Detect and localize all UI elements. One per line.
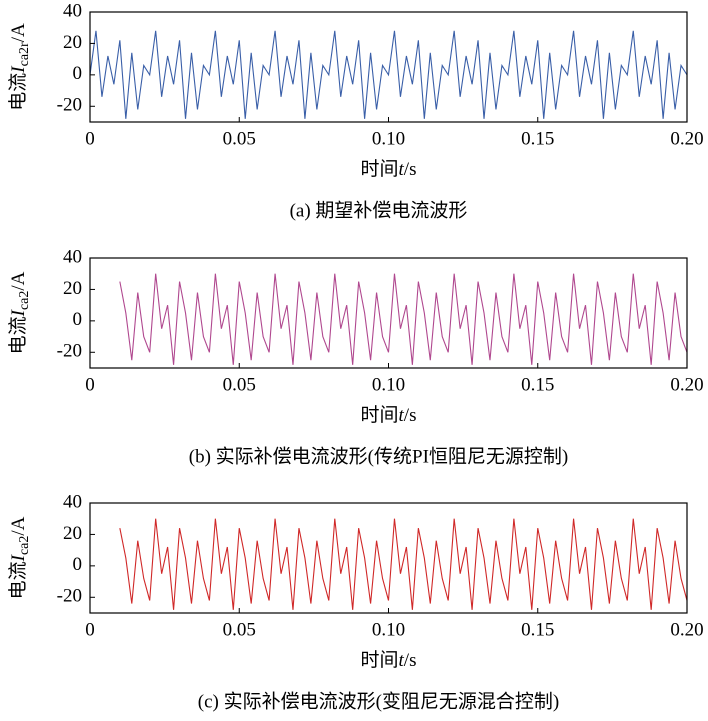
caption: (a) 期望补偿电流波形 xyxy=(290,199,468,221)
x-label-prefix: 时间 xyxy=(361,649,399,671)
x-tick-label: 0.15 xyxy=(521,619,554,640)
y-tick-label: 40 xyxy=(63,0,82,21)
caption: (b) 实际补偿电流波形(传统PI恒阻尼无源控制) xyxy=(189,445,568,467)
x-axis-label: 时间t/s xyxy=(361,649,417,671)
x-tick-label: 0.15 xyxy=(521,128,554,149)
x-tick-label: 0.20 xyxy=(670,619,703,640)
y-tick-label: 0 xyxy=(73,63,83,84)
x-tick-label: 0.20 xyxy=(670,128,703,149)
x-axis-label: 时间t/s xyxy=(361,158,417,180)
y-tick-label: -20 xyxy=(57,95,82,116)
x-label-symbol: t xyxy=(399,650,405,671)
y-tick-label: 0 xyxy=(73,554,83,575)
x-tick-label: 0.15 xyxy=(521,374,554,395)
x-axis-label: 时间t/s xyxy=(361,404,417,426)
y-label-prefix: 电流 xyxy=(7,316,29,354)
x-tick-label: 0 xyxy=(85,128,95,149)
y-tick-label: 20 xyxy=(63,523,82,544)
y-axis-label: 电流Ica2/A xyxy=(7,271,32,354)
x-tick-label: 0.05 xyxy=(223,128,256,149)
x-label-symbol: t xyxy=(399,405,405,426)
plot-frame xyxy=(89,11,688,123)
y-label-suffix: /A xyxy=(8,23,29,42)
x-tick-label: 0 xyxy=(85,374,95,395)
waveform xyxy=(119,518,688,610)
waveform xyxy=(119,273,688,365)
y-tick-label: 40 xyxy=(63,246,82,267)
x-tick-label: 0 xyxy=(85,619,95,640)
y-label-subscript: ca2 xyxy=(17,291,32,310)
y-label-prefix: 电流 xyxy=(7,73,29,111)
x-label-suffix: /s xyxy=(404,405,417,426)
y-label-subscript: ca2 xyxy=(17,536,32,555)
caption: (c) 实际补偿电流波形(变阻尼无源混合控制) xyxy=(198,690,560,712)
x-tick-label: 0.10 xyxy=(372,374,405,395)
y-label-suffix: /A xyxy=(8,516,29,535)
y-tick-label: 20 xyxy=(63,278,82,299)
x-tick-label: 0.05 xyxy=(223,619,256,640)
waveform xyxy=(89,30,688,119)
y-label-subscript: ca2r xyxy=(17,42,32,66)
y-label-prefix: 电流 xyxy=(7,561,29,599)
y-label-symbol: I xyxy=(8,553,29,562)
x-label-suffix: /s xyxy=(404,159,417,180)
y-label-suffix: /A xyxy=(8,271,29,290)
y-tick-label: 20 xyxy=(63,32,82,53)
x-label-suffix: /s xyxy=(404,650,417,671)
x-tick-label: 0.05 xyxy=(223,374,256,395)
x-tick-label: 0.10 xyxy=(372,619,405,640)
x-tick-label: 0.10 xyxy=(372,128,405,149)
x-tick-label: 0.20 xyxy=(670,374,703,395)
y-label-symbol: I xyxy=(8,308,29,317)
y-axis-label: 电流Ica2/A xyxy=(7,516,32,599)
y-tick-label: -20 xyxy=(57,341,82,362)
x-label-prefix: 时间 xyxy=(361,404,399,426)
y-tick-label: 40 xyxy=(63,491,82,512)
y-label-symbol: I xyxy=(8,65,29,74)
y-tick-label: -20 xyxy=(57,586,82,607)
y-axis-label: 电流Ica2r/A xyxy=(7,23,32,111)
x-label-prefix: 时间 xyxy=(361,158,399,180)
y-tick-label: 0 xyxy=(73,309,83,330)
x-label-symbol: t xyxy=(399,159,405,180)
